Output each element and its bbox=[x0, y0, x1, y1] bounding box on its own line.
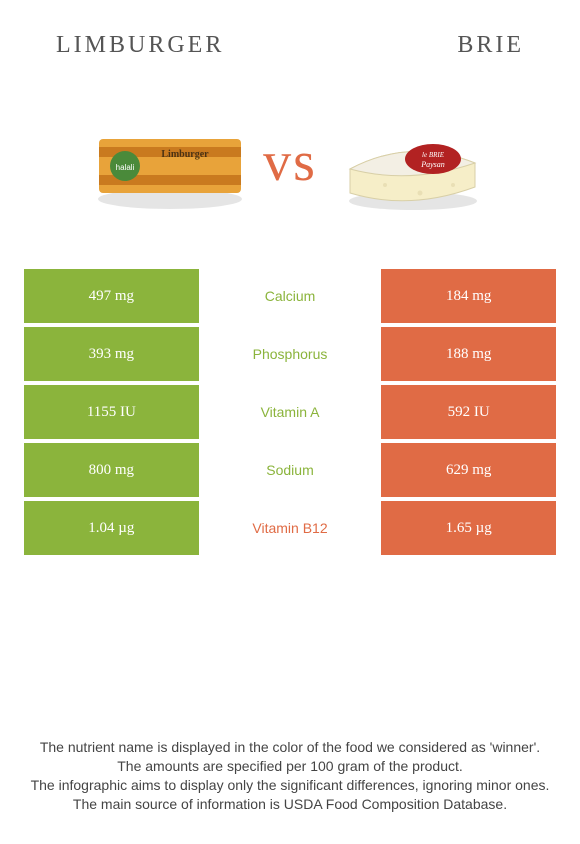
cell-nutrient-name: Vitamin B12 bbox=[203, 501, 378, 555]
cell-right-value: 188 mg bbox=[381, 327, 556, 381]
table-row: 393 mgPhosphorus188 mg bbox=[24, 327, 556, 381]
cell-left-value: 1.04 µg bbox=[24, 501, 199, 555]
disclaimer-line: The nutrient name is displayed in the co… bbox=[20, 738, 560, 757]
cell-nutrient-name: Vitamin A bbox=[203, 385, 378, 439]
svg-text:le BRIE: le BRIE bbox=[422, 151, 445, 159]
cell-right-value: 629 mg bbox=[381, 443, 556, 497]
vs-label: vs bbox=[263, 130, 317, 194]
table-row: 800 mgSodium629 mg bbox=[24, 443, 556, 497]
disclaimer-line: The main source of information is USDA F… bbox=[20, 795, 560, 814]
svg-text:Paysan: Paysan bbox=[420, 160, 445, 169]
cell-left-value: 1155 IU bbox=[24, 385, 199, 439]
cell-left-value: 393 mg bbox=[24, 327, 199, 381]
svg-text:Limburger: Limburger bbox=[161, 149, 209, 160]
table-row: 1.04 µgVitamin B121.65 µg bbox=[24, 501, 556, 555]
table-row: 1155 IUVitamin A592 IU bbox=[24, 385, 556, 439]
title-left: Limburger bbox=[56, 32, 224, 59]
svg-text:halali: halali bbox=[116, 163, 135, 172]
cell-nutrient-name: Sodium bbox=[203, 443, 378, 497]
cell-right-value: 1.65 µg bbox=[381, 501, 556, 555]
hero-row: halali Limburger vs le BRIE Paysan bbox=[0, 107, 580, 217]
cell-nutrient-name: Calcium bbox=[203, 269, 378, 323]
cell-left-value: 800 mg bbox=[24, 443, 199, 497]
limburger-image: halali Limburger bbox=[85, 107, 255, 217]
nutrient-table: 497 mgCalcium184 mg393 mgPhosphorus188 m… bbox=[24, 269, 556, 555]
disclaimer-line: The infographic aims to display only the… bbox=[20, 776, 560, 795]
title-right: Brie bbox=[457, 32, 524, 59]
cell-nutrient-name: Phosphorus bbox=[203, 327, 378, 381]
brie-image: le BRIE Paysan bbox=[325, 107, 495, 217]
cell-left-value: 497 mg bbox=[24, 269, 199, 323]
disclaimer-text: The nutrient name is displayed in the co… bbox=[0, 738, 580, 814]
cell-right-value: 184 mg bbox=[381, 269, 556, 323]
cell-right-value: 592 IU bbox=[381, 385, 556, 439]
table-row: 497 mgCalcium184 mg bbox=[24, 269, 556, 323]
disclaimer-line: The amounts are specified per 100 gram o… bbox=[20, 757, 560, 776]
